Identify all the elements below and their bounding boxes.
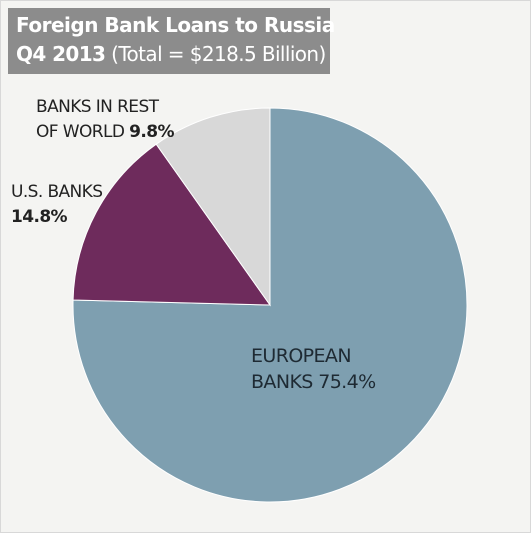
pie-slice-u-s-banks bbox=[72, 143, 271, 306]
label-row-line2: OF WORLD 9.8% bbox=[36, 122, 174, 142]
label-european-line1: EUROPEAN bbox=[251, 345, 351, 367]
chart-subtitle: Q4 2013 (Total = $218.5 Billion) bbox=[16, 42, 326, 66]
chart-period: Q4 2013 bbox=[16, 42, 106, 66]
chart-total: (Total = $218.5 Billion) bbox=[105, 42, 326, 66]
label-row-line2-text: OF WORLD bbox=[36, 122, 129, 142]
pie-slice-banks-in-rest-of-world bbox=[155, 107, 271, 307]
label-us-line1: U.S. BANKS bbox=[11, 182, 102, 202]
chart-title: Foreign Bank Loans to Russia bbox=[16, 13, 335, 37]
label-row-pct: 9.8% bbox=[129, 122, 174, 142]
label-us-line2: 14.8% bbox=[11, 207, 68, 227]
label-european-line2: BANKS 75.4% bbox=[251, 371, 376, 393]
pie-slices bbox=[72, 107, 468, 503]
label-row-line1: BANKS IN REST bbox=[36, 97, 160, 117]
chart-title-box: Foreign Bank Loans to Russia Q4 2013 (To… bbox=[8, 8, 335, 74]
